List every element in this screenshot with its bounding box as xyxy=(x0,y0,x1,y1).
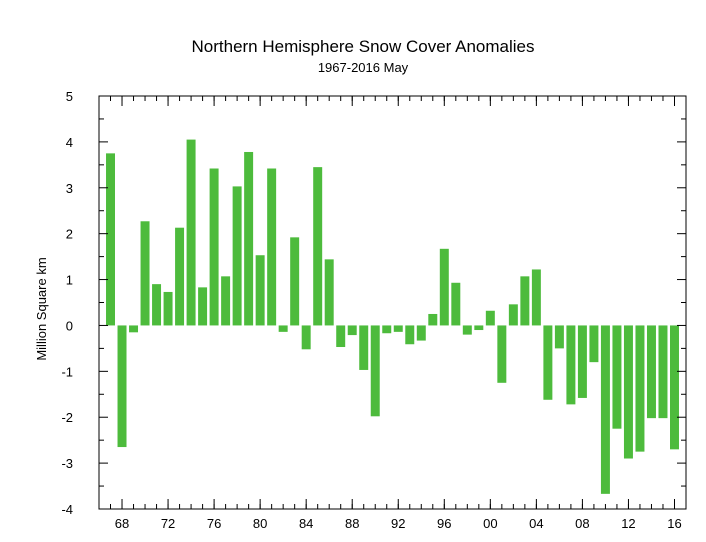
x-tick-label: 00 xyxy=(483,516,497,531)
bar-1991 xyxy=(382,325,392,334)
bar-1989 xyxy=(359,325,369,370)
x-tick-label: 88 xyxy=(345,516,359,531)
y-tick-label: -2 xyxy=(61,410,73,425)
bar-1997 xyxy=(451,282,461,326)
y-tick-label: 2 xyxy=(66,227,73,242)
bar-1984 xyxy=(301,325,311,350)
bar-1969 xyxy=(129,325,139,333)
bar-2011 xyxy=(612,325,622,429)
y-axis-label: Million Square km xyxy=(34,257,49,360)
bar-2007 xyxy=(566,325,576,405)
x-tick-label: 72 xyxy=(161,516,175,531)
x-tick-label: 76 xyxy=(207,516,221,531)
bar-2012 xyxy=(623,325,633,459)
bar-2004 xyxy=(531,269,541,326)
plot-frame xyxy=(98,95,687,510)
bar-2009 xyxy=(589,325,599,363)
x-tick-label: 68 xyxy=(115,516,129,531)
bar-1973 xyxy=(175,227,185,326)
y-tick-label: -3 xyxy=(61,456,73,471)
bar-1994 xyxy=(416,325,426,341)
bar-1977 xyxy=(221,276,231,326)
bar-1999 xyxy=(474,325,484,331)
bar-1987 xyxy=(336,325,346,348)
bar-1967 xyxy=(106,153,115,326)
bar-1976 xyxy=(209,168,219,326)
y-tick-label: 5 xyxy=(66,89,73,104)
x-tick-label: 96 xyxy=(437,516,451,531)
bar-1983 xyxy=(290,237,300,326)
bar-2000 xyxy=(485,310,495,326)
bar-2005 xyxy=(543,325,553,400)
x-tick-label: 04 xyxy=(529,516,543,531)
bar-1985 xyxy=(313,167,323,326)
bar-1988 xyxy=(347,325,357,336)
bar-1971 xyxy=(152,284,162,326)
bar-2008 xyxy=(577,325,587,398)
bar-2002 xyxy=(508,304,518,326)
bar-2016 xyxy=(670,325,679,450)
bar-1986 xyxy=(324,259,334,326)
bar-1975 xyxy=(198,287,208,326)
bar-2014 xyxy=(646,325,656,419)
chart-title: Northern Hemisphere Snow Cover Anomalies xyxy=(192,37,535,56)
bar-1970 xyxy=(140,221,150,326)
y-tick-label: -1 xyxy=(61,364,73,379)
bar-1993 xyxy=(405,325,415,345)
x-tick-label: 84 xyxy=(299,516,313,531)
x-tick-label: 92 xyxy=(391,516,405,531)
y-tick-label: 3 xyxy=(66,181,73,196)
bar-1972 xyxy=(163,291,173,326)
bar-2001 xyxy=(497,325,507,383)
bar-1990 xyxy=(370,325,380,417)
bar-1980 xyxy=(255,255,265,326)
bar-2015 xyxy=(658,325,668,419)
bar-1981 xyxy=(267,168,277,326)
x-tick-label: 16 xyxy=(667,516,681,531)
bar-1968 xyxy=(117,325,127,448)
bar-2003 xyxy=(520,276,530,326)
y-tick-label: 1 xyxy=(66,273,73,288)
bar-group xyxy=(106,139,679,494)
chart-subtitle: 1967-2016 May xyxy=(318,60,409,75)
y-tick-label: 0 xyxy=(66,318,73,333)
bar-1992 xyxy=(393,325,403,332)
bar-2010 xyxy=(600,325,610,494)
bar-1982 xyxy=(278,325,288,332)
y-tick-label: -4 xyxy=(61,502,73,517)
bar-1996 xyxy=(439,248,449,326)
y-tick-label: 4 xyxy=(66,135,73,150)
bar-1995 xyxy=(428,313,438,326)
bar-2013 xyxy=(635,325,645,452)
bar-2006 xyxy=(554,325,564,349)
x-tick-label: 08 xyxy=(575,516,589,531)
bar-1979 xyxy=(244,151,254,326)
bar-1974 xyxy=(186,139,196,326)
bar-1978 xyxy=(232,186,242,326)
x-tick-label: 12 xyxy=(621,516,635,531)
bar-1998 xyxy=(462,325,472,335)
x-tick-label: 80 xyxy=(253,516,267,531)
